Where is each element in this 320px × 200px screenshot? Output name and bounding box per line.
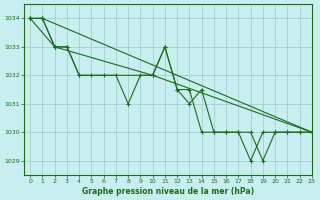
X-axis label: Graphe pression niveau de la mer (hPa): Graphe pression niveau de la mer (hPa): [82, 187, 254, 196]
